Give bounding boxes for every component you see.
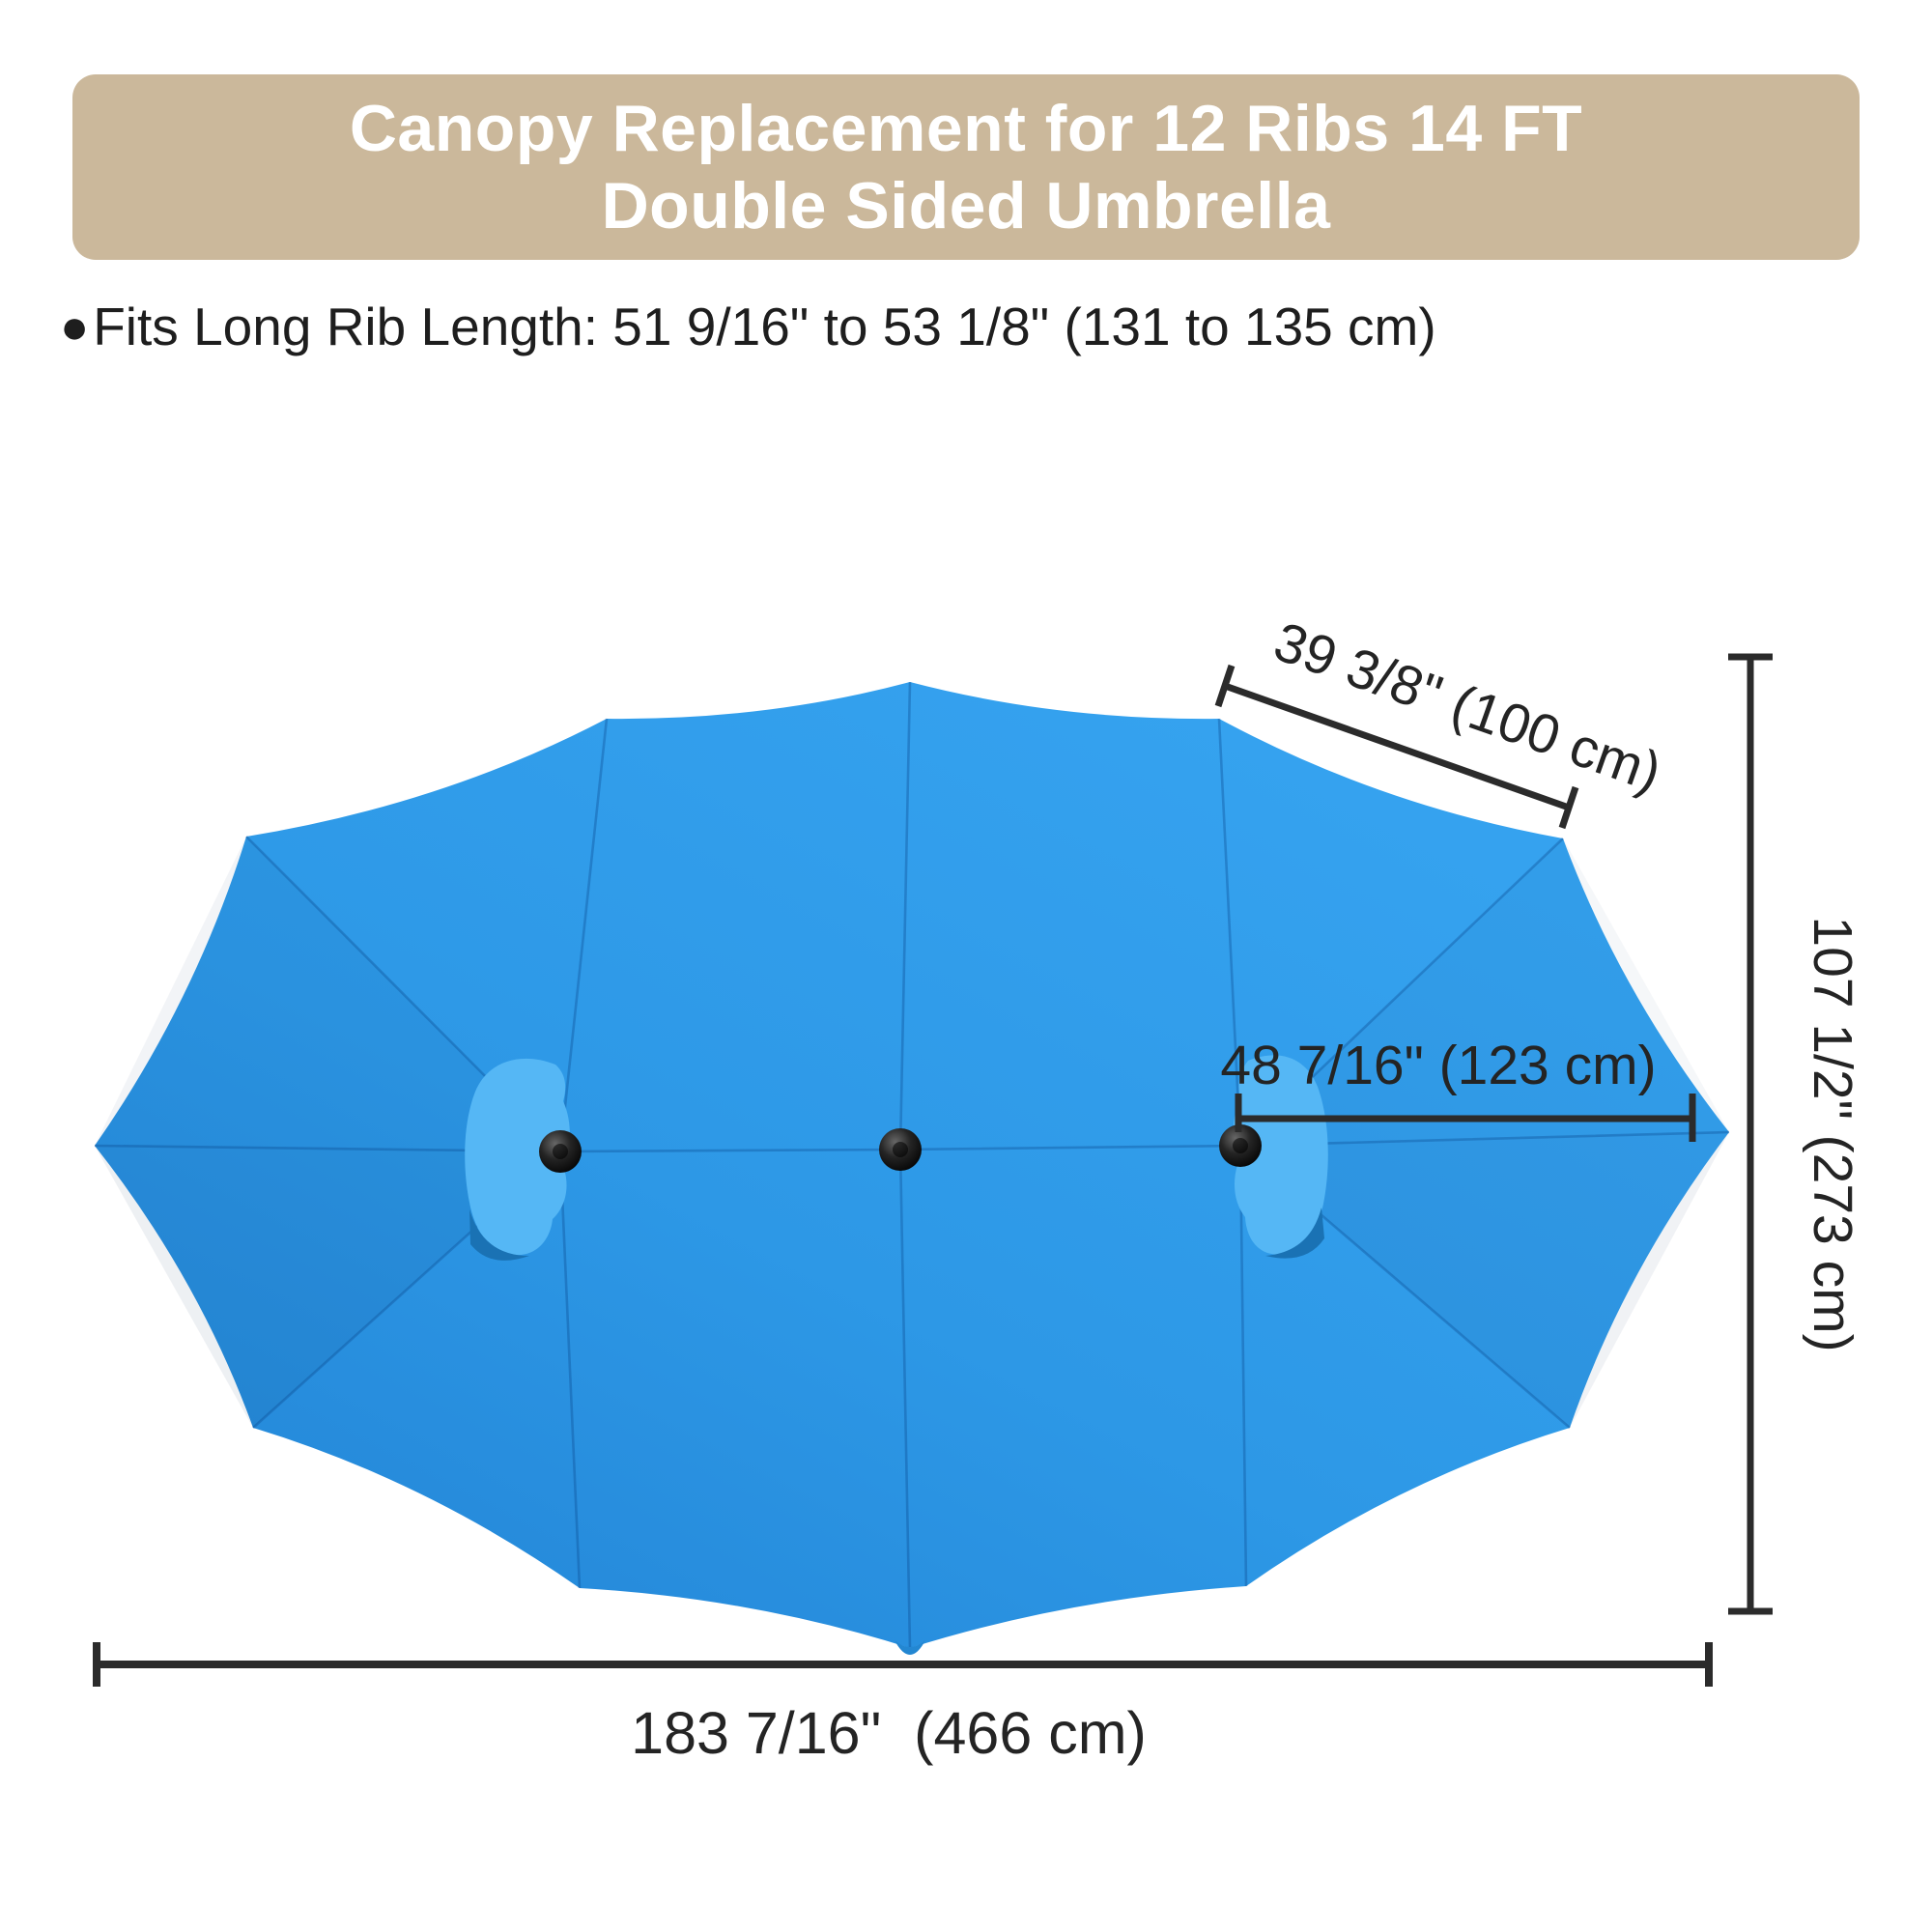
dimension-label-total-width: 183 7/16" (466 cm) [631, 1700, 1147, 1766]
bullet-icon: ● [60, 299, 90, 354]
canopy-seam [558, 1151, 582, 1589]
center-knob [879, 1128, 922, 1171]
fold-shadow [469, 1209, 529, 1261]
canopy-seam [558, 718, 609, 1152]
dimension-pole-to-edge [1235, 1094, 1696, 1142]
dimension-label-pole-to-edge: 48 7/16" (123 cm) [1220, 1035, 1656, 1096]
canopy-shading [95, 837, 1729, 1428]
canopy-seam [1238, 1145, 1248, 1587]
bottom-center-tab [895, 1640, 925, 1655]
banner-title-line2: Double Sided Umbrella [601, 169, 1331, 242]
dimension-total-width [93, 1642, 1713, 1687]
title-banner: Canopy Replacement for 12 Ribs 14 FT Dou… [72, 74, 1860, 260]
canopy-seam [898, 681, 912, 1151]
left-knob [539, 1130, 582, 1173]
feature-text: Fits Long Rib Length: 51 9/16" to 53 1/8… [93, 297, 1436, 356]
dimension-label-height: 107 1/2" (273 cm) [1802, 916, 1863, 1351]
canopy-seam [898, 1149, 912, 1649]
dimension-height [1728, 653, 1773, 1615]
right-knob [1219, 1124, 1262, 1167]
left-fabric-fold [465, 1058, 570, 1261]
canopy-seam [1217, 718, 1242, 1147]
banner-title-line1: Canopy Replacement for 12 Ribs 14 FT [349, 91, 1583, 165]
dimension-rib-length [1214, 664, 1579, 830]
feature-line: ● Fits Long Rib Length: 51 9/16" to 53 1… [60, 296, 1436, 357]
right-fabric-fold [1233, 1055, 1328, 1259]
fold-shadow [1265, 1208, 1324, 1259]
